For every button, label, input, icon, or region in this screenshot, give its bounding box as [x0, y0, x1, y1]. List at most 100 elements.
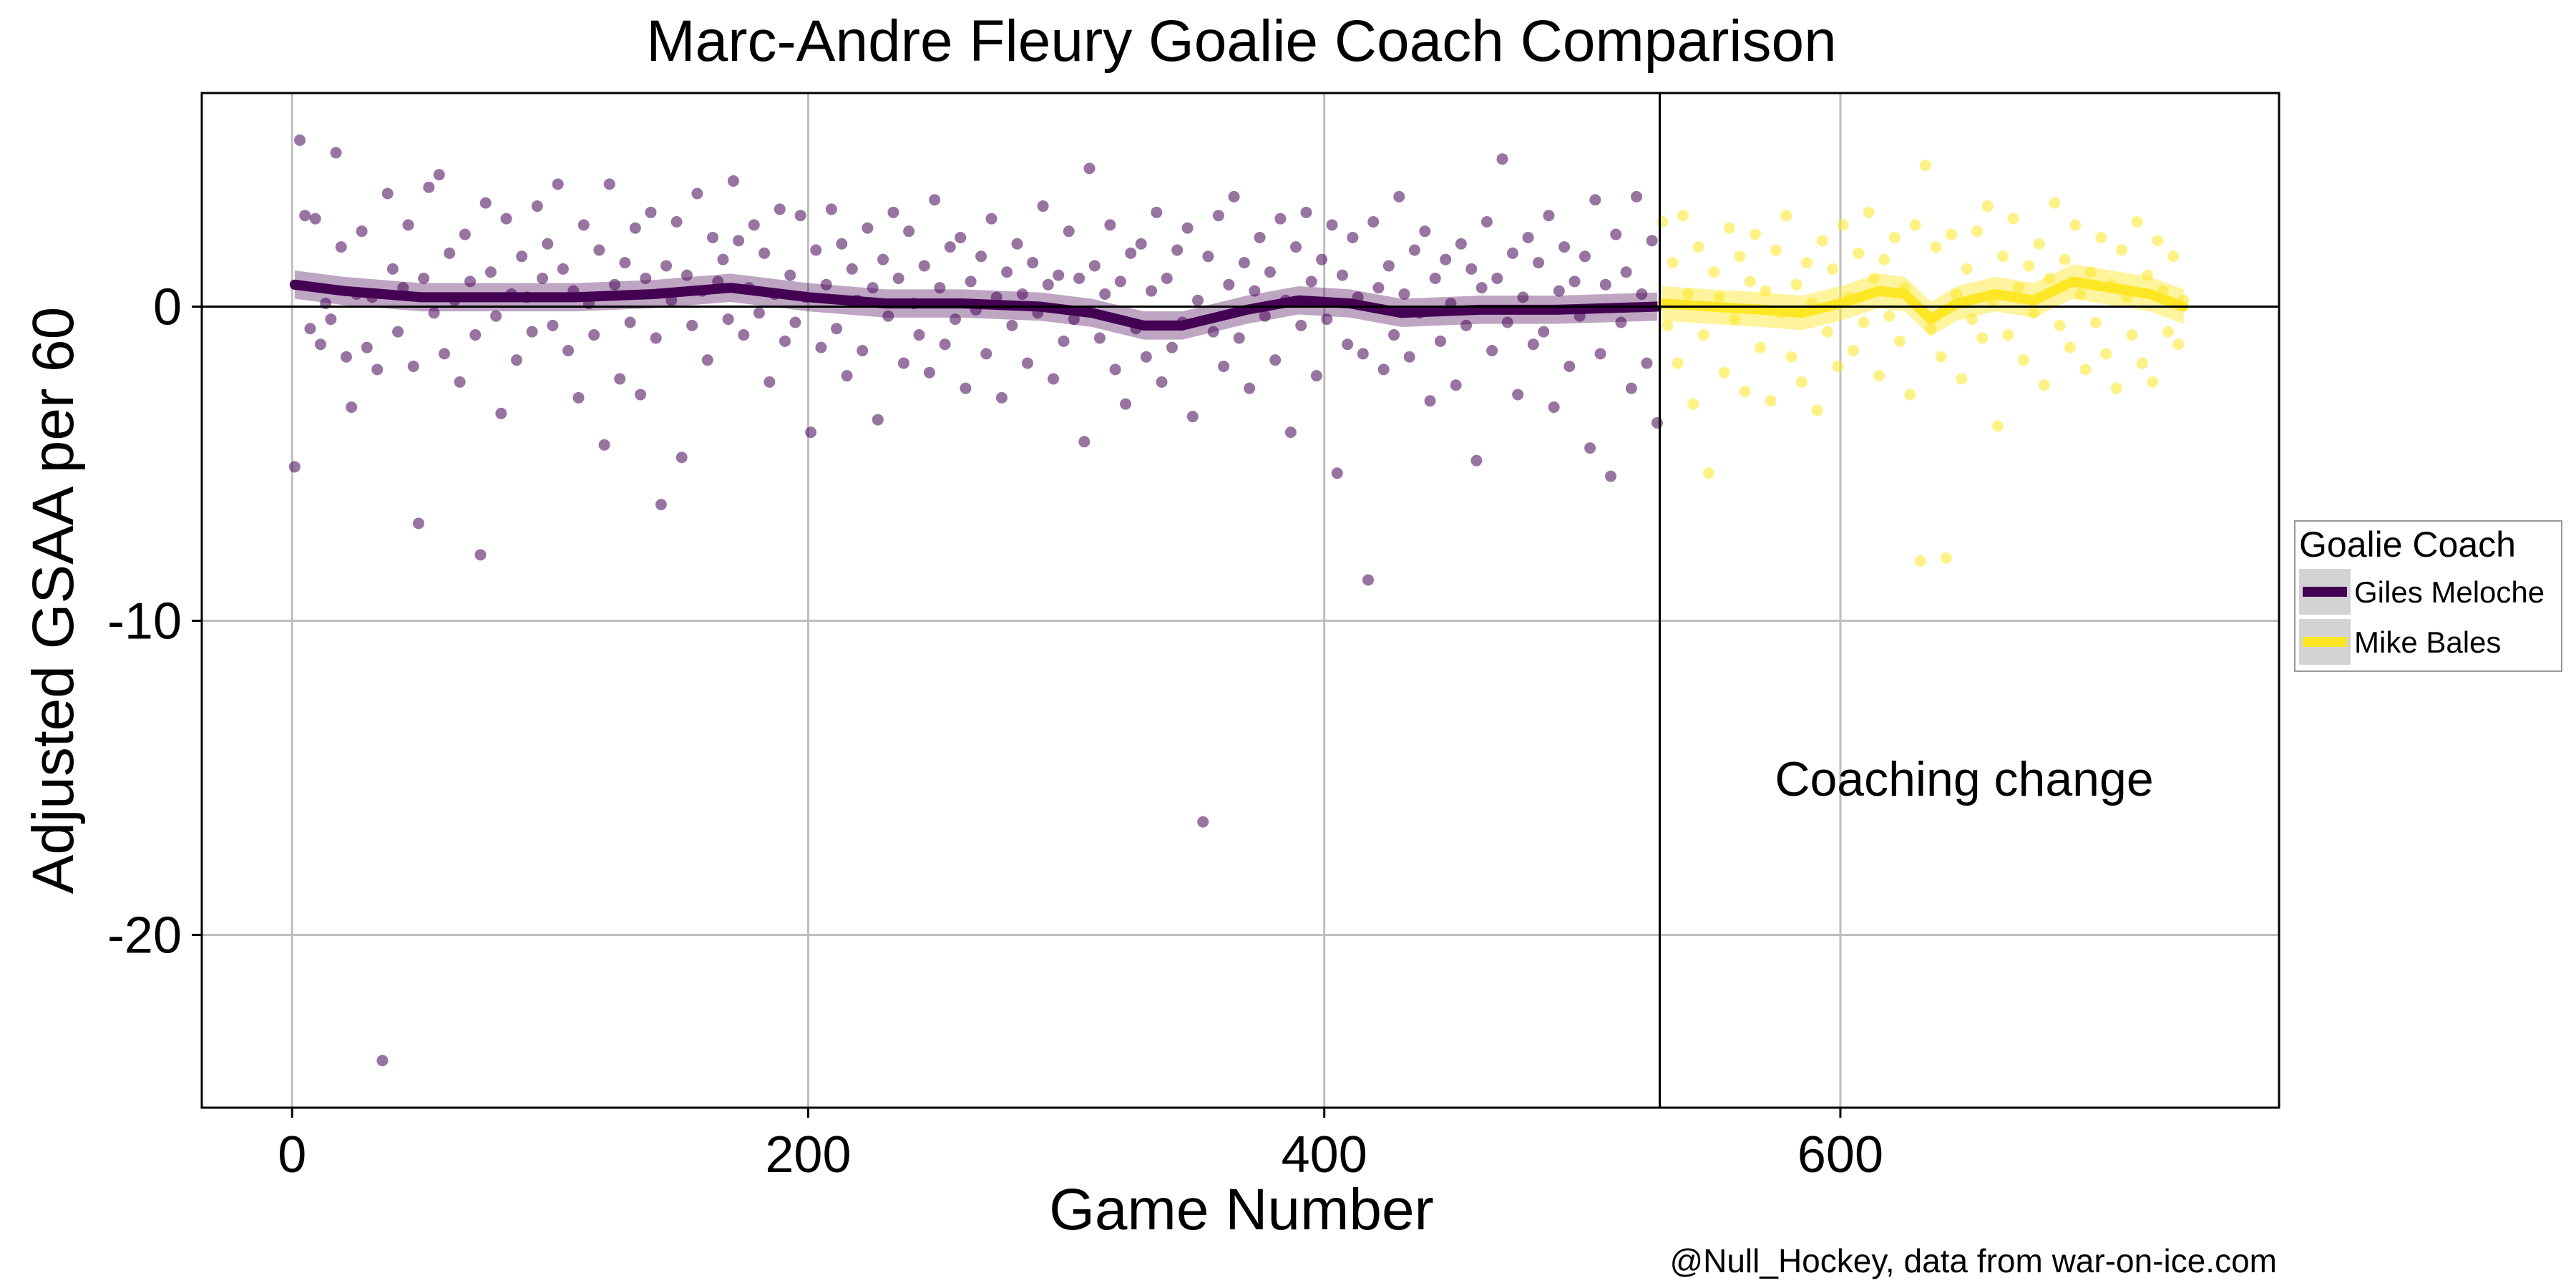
- plot-border: [200, 92, 2280, 1109]
- data-point-giles: [1440, 253, 1452, 265]
- data-point-bales: [1956, 373, 1968, 385]
- data-point-giles: [1367, 215, 1380, 228]
- data-point-bales: [1946, 228, 1958, 240]
- data-point-giles: [887, 206, 899, 218]
- x-tick-label: 0: [278, 1126, 306, 1184]
- data-point-giles: [1083, 162, 1096, 175]
- data-point-bales: [1657, 215, 1669, 228]
- data-point-giles: [418, 273, 430, 285]
- data-point-giles: [1604, 470, 1616, 482]
- data-point-giles: [680, 269, 693, 281]
- data-point-bales: [1682, 288, 1694, 300]
- x-tick-label: 600: [1797, 1126, 1883, 1184]
- data-point-giles: [722, 313, 734, 326]
- data-point-giles: [1584, 442, 1596, 454]
- data-point-giles: [995, 391, 1008, 404]
- data-point-giles: [1615, 316, 1627, 328]
- data-point-bales: [1811, 404, 1823, 416]
- data-point-giles: [670, 215, 683, 228]
- data-point-giles: [779, 335, 791, 347]
- data-point-giles: [650, 332, 662, 344]
- data-point-bales: [2095, 231, 2107, 243]
- data-point-giles: [1254, 231, 1266, 243]
- data-point-giles: [1146, 285, 1158, 297]
- data-point-giles: [459, 228, 471, 240]
- data-point-bales: [1940, 552, 1952, 564]
- data-point-giles: [552, 178, 564, 190]
- data-point-bales: [2162, 326, 2174, 338]
- data-point-giles: [862, 222, 874, 234]
- data-point-bales: [1976, 332, 1989, 344]
- data-point-giles: [314, 338, 326, 351]
- data-point-bales: [1914, 555, 1926, 567]
- data-point-giles: [1151, 206, 1163, 218]
- data-point-bales: [1744, 275, 1756, 288]
- data-point-bales: [1991, 420, 2004, 432]
- data-point-giles: [464, 275, 477, 288]
- data-point-bales: [2167, 250, 2180, 263]
- data-point-giles: [882, 310, 894, 322]
- data-point-giles: [1646, 235, 1658, 247]
- data-point-giles: [913, 329, 925, 341]
- data-point-giles: [495, 407, 507, 419]
- data-point-giles: [1316, 253, 1328, 265]
- data-point-giles: [392, 326, 404, 338]
- data-point-giles: [748, 219, 760, 231]
- data-point-giles: [789, 316, 801, 328]
- data-point-giles: [820, 278, 832, 291]
- data-point-bales: [1672, 357, 1684, 369]
- data-point-giles: [402, 219, 414, 231]
- y-tick-label: -10: [107, 593, 182, 650]
- data-point-giles: [484, 266, 497, 278]
- data-point-giles: [542, 238, 554, 250]
- data-point-giles: [645, 206, 657, 218]
- data-point-giles: [454, 376, 466, 388]
- legend-label-bales: Mike Bales: [2354, 625, 2501, 659]
- data-point-giles: [608, 278, 620, 291]
- data-point-bales: [2017, 354, 2029, 366]
- data-point-bales: [2079, 364, 2092, 376]
- data-point-giles: [356, 225, 368, 238]
- data-point-bales: [1780, 210, 1792, 222]
- data-point-bales: [1795, 376, 1807, 388]
- data-point-bales: [1971, 225, 1984, 238]
- data-point-giles: [1295, 319, 1307, 331]
- data-point-giles: [304, 323, 316, 335]
- data-point-giles: [547, 319, 559, 331]
- data-point-giles: [1125, 247, 1137, 259]
- data-point-giles: [1347, 231, 1359, 243]
- data-point-giles: [903, 225, 915, 238]
- data-point-bales: [2007, 213, 2019, 225]
- data-point-giles: [985, 213, 997, 225]
- data-point-giles: [1506, 247, 1518, 259]
- data-point-giles: [794, 210, 806, 222]
- data-point-giles: [1558, 241, 1571, 253]
- data-point-giles: [1171, 244, 1184, 256]
- data-point-giles: [640, 273, 652, 285]
- data-point-giles: [1382, 260, 1395, 272]
- data-point-giles: [325, 313, 337, 326]
- data-point-giles: [500, 213, 512, 225]
- data-point-giles: [1631, 190, 1643, 203]
- data-point-giles: [1377, 364, 1390, 376]
- data-point-giles: [1599, 278, 1611, 291]
- data-point-giles: [1186, 411, 1199, 423]
- data-point-bales: [1832, 360, 1844, 372]
- data-point-giles: [1419, 225, 1431, 238]
- data-point-giles: [831, 323, 843, 335]
- data-point-bales: [1904, 389, 1916, 401]
- data-point-giles: [1465, 263, 1478, 275]
- data-point-giles: [1517, 291, 1529, 303]
- data-point-giles: [510, 354, 522, 366]
- data-point-giles: [1548, 401, 1560, 414]
- data-point-giles: [1357, 348, 1369, 360]
- data-point-giles: [1455, 238, 1467, 250]
- data-point-giles: [438, 348, 450, 360]
- data-point-bales: [1935, 351, 1947, 363]
- data-point-bales: [1930, 241, 1942, 253]
- data-point-giles: [1140, 351, 1152, 363]
- data-point-giles: [846, 263, 858, 275]
- data-point-bales: [1997, 250, 2009, 263]
- y-tick-label: -20: [107, 907, 182, 965]
- data-point-giles: [867, 282, 879, 294]
